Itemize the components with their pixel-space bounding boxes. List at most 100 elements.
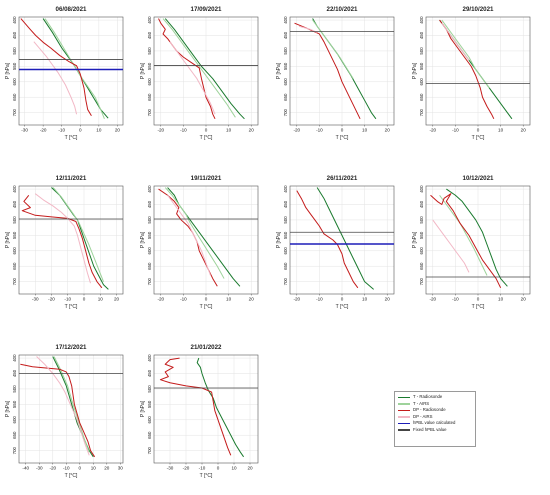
series-line-t-airs <box>164 187 225 279</box>
y-tick-label: 650 <box>12 431 17 439</box>
y-tick-label: 450 <box>12 200 17 208</box>
series-line-dp-radiosonde <box>430 193 502 289</box>
y-tick-label: 600 <box>12 416 17 424</box>
y-tick-label: 650 <box>419 262 424 270</box>
series-line-t-airs <box>312 19 354 79</box>
x-tick-label: 20 <box>385 297 391 302</box>
legend-swatch <box>398 403 410 405</box>
x-axis-label: T [°C] <box>200 473 213 479</box>
x-tick-label: 10 <box>362 128 368 133</box>
y-axis-label: P [hPa] <box>140 231 146 248</box>
y-tick-label: 550 <box>12 231 17 239</box>
panel-title: 21/01/2022 <box>191 344 223 351</box>
series-line-dp-radiosonde <box>21 194 103 289</box>
x-tick-label: -30 <box>21 128 28 133</box>
x-tick-label: -20 <box>48 297 55 302</box>
x-tick-label: 0 <box>341 297 344 302</box>
y-tick-label: 400 <box>419 16 424 24</box>
y-tick-label: 500 <box>12 385 17 393</box>
y-axis-label: P [hPa] <box>412 62 418 79</box>
x-tick-label: 0 <box>217 466 220 471</box>
y-tick-label: 450 <box>147 31 152 39</box>
chart-panel: 26/11/2021 -20 -10 0 10 20 400 450 500 550 600 650 7… <box>276 175 395 310</box>
y-tick-label: 650 <box>283 262 288 270</box>
y-axis-label: P [hPa] <box>140 400 146 417</box>
x-axis-label: T [°C] <box>336 135 349 141</box>
y-tick-label: 400 <box>12 354 17 362</box>
x-tick-label: -20 <box>183 466 190 471</box>
series-line-dp-radiosonde <box>20 18 92 116</box>
y-tick-label: 600 <box>147 78 152 86</box>
legend-item-dp-airs: DP - AIRS <box>398 414 472 421</box>
x-tick-label: 0 <box>477 128 480 133</box>
series-line-t-radiosonde <box>167 187 241 287</box>
y-axis-label: P [hPa] <box>276 231 282 248</box>
y-tick-label: 600 <box>12 247 17 255</box>
x-tick-label: -20 <box>293 297 300 302</box>
x-tick-label: 30 <box>118 466 124 471</box>
series-line-t-radiosonde <box>52 356 94 458</box>
x-axis-label: T [°C] <box>472 135 485 141</box>
legend-item-dp-radiosonde: DP - Radiosonde <box>398 407 472 414</box>
x-tick-label: 20 <box>385 128 391 133</box>
panel-title: 19/11/2021 <box>191 175 222 182</box>
y-tick-label: 450 <box>283 31 288 39</box>
x-axis-label: T [°C] <box>336 304 349 310</box>
y-tick-label: 700 <box>419 277 424 285</box>
y-tick-label: 450 <box>283 200 288 208</box>
y-tick-label: 500 <box>147 47 152 55</box>
y-tick-label: 450 <box>12 369 17 377</box>
y-tick-label: 650 <box>147 262 152 270</box>
x-tick-label: 0 <box>79 128 82 133</box>
legend-label: hPBL value calculated <box>413 420 456 426</box>
plot-frame <box>18 354 124 464</box>
x-tick-label: -10 <box>63 466 70 471</box>
y-tick-label: 550 <box>283 62 288 70</box>
x-tick-label: -20 <box>429 128 436 133</box>
panel-title: 17/09/2021 <box>191 6 223 13</box>
legend-item-t-radiosonde: T - Radiosonde <box>398 394 472 401</box>
y-tick-label: 600 <box>12 78 17 86</box>
x-tick-label: 20 <box>247 466 253 471</box>
plot-frame <box>18 185 124 295</box>
series-line-dp-radiosonde <box>439 19 495 120</box>
y-tick-label: 700 <box>12 108 17 116</box>
x-tick-label: 20 <box>249 297 255 302</box>
y-tick-label: 550 <box>419 62 424 70</box>
x-tick-label: -10 <box>180 297 187 302</box>
y-tick-label: 600 <box>419 247 424 255</box>
x-axis-label: T [°C] <box>65 135 78 141</box>
series-line-dp-airs <box>34 193 91 284</box>
panel-title: 17/12/2021 <box>56 344 88 351</box>
x-tick-label: 20 <box>115 128 121 133</box>
panel-title: 29/10/2021 <box>463 6 495 13</box>
x-tick-label: 10 <box>96 128 102 133</box>
y-tick-label: 400 <box>12 185 17 193</box>
y-tick-label: 700 <box>12 446 17 454</box>
x-tick-label: -30 <box>32 297 39 302</box>
y-tick-label: 550 <box>147 62 152 70</box>
panel-title: 06/08/2021 <box>56 6 88 13</box>
y-tick-label: 650 <box>283 93 288 101</box>
series-line-t-radiosonde <box>316 187 374 290</box>
legend-label: DP - AIRS <box>413 413 433 419</box>
legend-item-t-airs: T - AIRS <box>398 401 472 408</box>
series-line-t-radiosonde <box>446 188 508 287</box>
y-tick-label: 650 <box>12 262 17 270</box>
x-tick-label: 20 <box>104 466 110 471</box>
y-tick-label: 600 <box>147 416 152 424</box>
y-tick-label: 500 <box>12 47 17 55</box>
series-line-t-airs <box>53 356 90 453</box>
legend-swatch <box>398 422 410 425</box>
y-tick-label: 650 <box>147 431 152 439</box>
y-axis-label: P [hPa] <box>5 231 11 248</box>
y-tick-label: 500 <box>283 216 288 224</box>
x-tick-label: 0 <box>83 297 86 302</box>
x-axis-label: T [°C] <box>65 473 78 479</box>
y-tick-label: 450 <box>12 31 17 39</box>
x-tick-label: 20 <box>114 297 120 302</box>
series-line-t-airs <box>44 18 105 120</box>
series-line-t-airs <box>162 18 236 118</box>
x-tick-label: -30 <box>36 466 43 471</box>
